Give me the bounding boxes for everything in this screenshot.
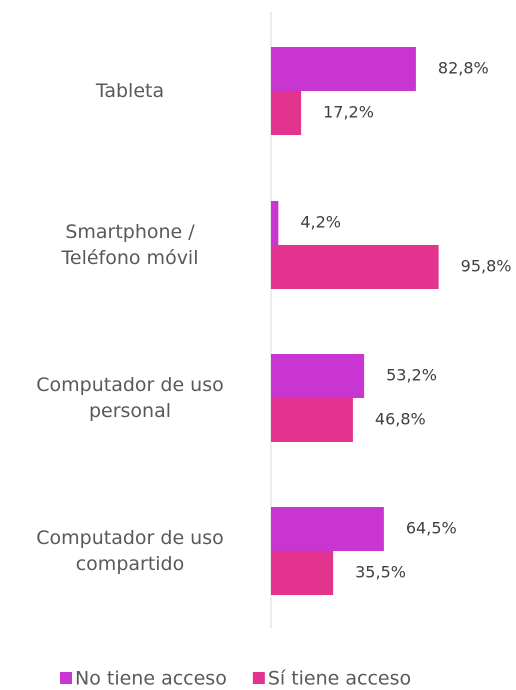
value-label: 35,5% <box>355 563 406 582</box>
legend-label: No tiene acceso <box>75 668 227 690</box>
value-label: 17,2% <box>323 103 374 122</box>
value-label: 53,2% <box>386 366 437 385</box>
bar <box>271 47 416 91</box>
bar <box>271 354 365 398</box>
value-label: 95,8% <box>461 257 512 276</box>
bar <box>271 398 353 442</box>
bar <box>271 91 302 135</box>
value-label: 64,5% <box>406 519 457 538</box>
bar <box>271 245 439 289</box>
category-label: Computador de uso personal <box>36 374 224 422</box>
bar <box>271 551 334 595</box>
value-label: 4,2% <box>300 213 341 232</box>
value-label: 46,8% <box>375 410 426 429</box>
bar <box>271 201 279 245</box>
legend-swatch <box>252 672 265 684</box>
legend-label: Sí tiene acceso <box>268 668 411 690</box>
category-label: Smartphone / Teléfono móvil <box>61 221 199 269</box>
value-label: 82,8% <box>438 59 489 78</box>
category-label: Tableta <box>95 80 165 102</box>
legend-swatch <box>60 672 72 684</box>
bar <box>271 507 384 551</box>
category-label: Computador de uso compartido <box>36 527 224 575</box>
